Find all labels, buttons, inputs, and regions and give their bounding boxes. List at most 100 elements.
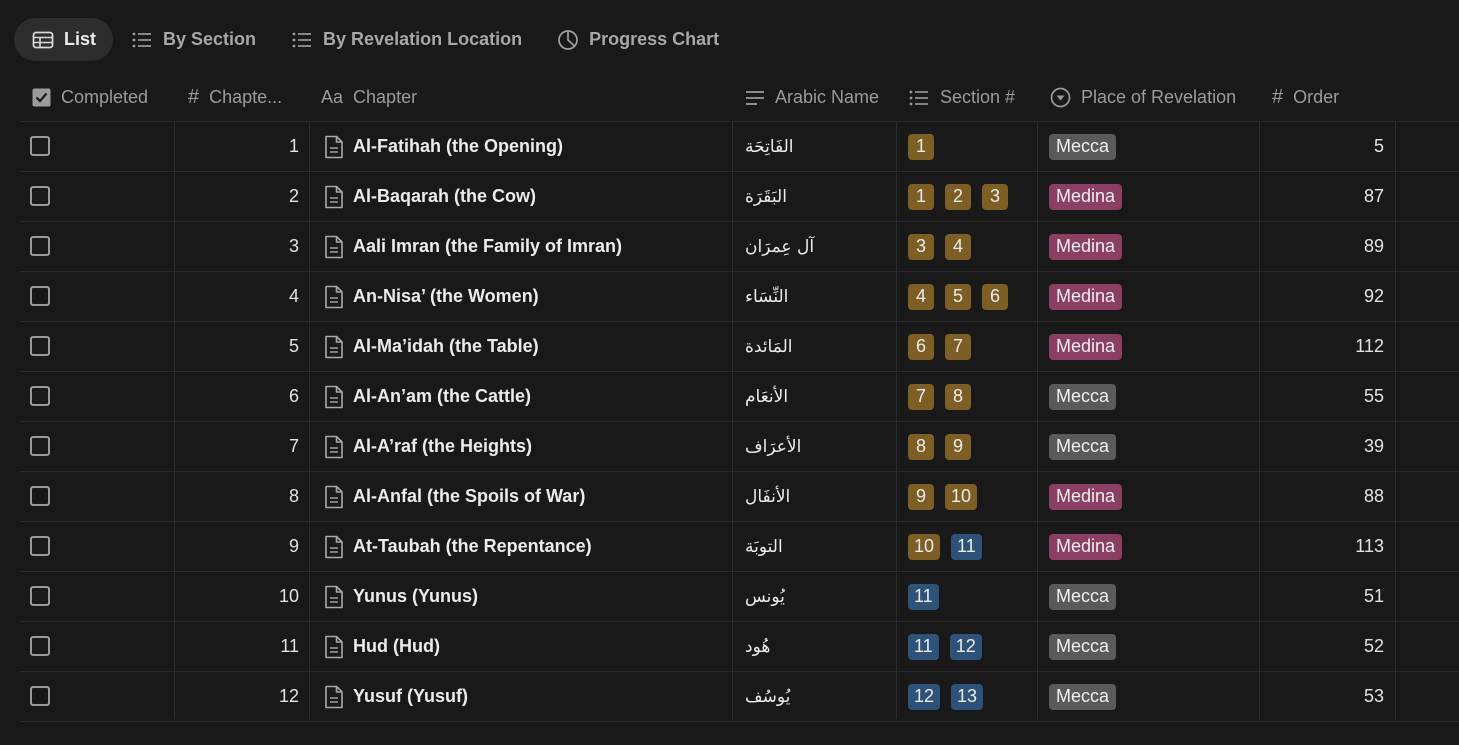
section-cell[interactable]: 12 13 [908, 672, 994, 721]
section-cell[interactable]: 11 [908, 572, 950, 621]
section-tag[interactable]: 1 [908, 183, 934, 210]
place-tag[interactable]: Mecca [1049, 683, 1117, 710]
chapter-title-cell[interactable]: Yunus (Yunus) [324, 572, 478, 621]
chapter-title[interactable]: Yusuf (Yusuf) [353, 686, 469, 706]
chapter-title-cell[interactable]: Al-Ma’idah (the Table) [324, 322, 539, 371]
place-tag[interactable]: Medina [1049, 483, 1123, 510]
section-tag[interactable]: 12 [908, 683, 941, 710]
table-row[interactable]: 3 Aali Imran (the Family of Imran) آل عِمر… [20, 222, 1459, 272]
section-tag[interactable]: 8 [945, 383, 971, 410]
column-header-place-of-revelation[interactable]: Place of Revelation [1050, 74, 1236, 121]
chapter-title-cell[interactable]: Hud (Hud) [324, 622, 440, 671]
completed-checkbox[interactable] [30, 436, 50, 456]
chapter-title-cell[interactable]: At-Taubah (the Repentance) [324, 522, 592, 571]
table-row[interactable]: 6 Al-An’am (the Cattle) الأنعَام 7 8 Mecca 55 [20, 372, 1459, 422]
place-tag[interactable]: Medina [1049, 333, 1123, 360]
section-cell[interactable]: 10 11 [908, 522, 993, 571]
table-row[interactable]: 5 Al-Ma’idah (the Table) المَائدة 6 7 Medina 1… [20, 322, 1459, 372]
section-tag[interactable]: 7 [908, 383, 934, 410]
place-tag[interactable]: Mecca [1049, 633, 1117, 660]
column-header-arabic-name[interactable]: Arabic Name [745, 74, 879, 121]
table-row[interactable]: 1 Al-Fatihah (the Opening) الفَاتِحَة 1 Mecc… [20, 122, 1459, 172]
section-cell[interactable]: 11 12 [908, 622, 993, 671]
place-cell[interactable]: Medina [1049, 522, 1123, 571]
place-tag[interactable]: Mecca [1049, 383, 1117, 410]
section-tag[interactable]: 9 [908, 483, 934, 510]
section-tag[interactable]: 10 [945, 483, 978, 510]
table-row[interactable]: 9 At-Taubah (the Repentance) التوبَة 10 11 Me… [20, 522, 1459, 572]
column-header-order[interactable]: # Order [1272, 74, 1339, 121]
place-cell[interactable]: Mecca [1049, 622, 1117, 671]
chapter-title-cell[interactable]: Al-A’raf (the Heights) [324, 422, 532, 471]
completed-checkbox[interactable] [30, 586, 50, 606]
place-cell[interactable]: Medina [1049, 322, 1123, 371]
tab-by-section[interactable]: By Section [113, 18, 273, 61]
section-tag[interactable]: 9 [945, 433, 971, 460]
column-header-completed[interactable]: Completed [32, 74, 148, 121]
place-cell[interactable]: Mecca [1049, 422, 1117, 471]
place-tag[interactable]: Medina [1049, 283, 1123, 310]
chapter-title[interactable]: At-Taubah (the Repentance) [353, 536, 592, 556]
place-tag[interactable]: Mecca [1049, 583, 1117, 610]
chapter-title[interactable]: Al-Fatihah (the Opening) [353, 136, 563, 156]
table-row[interactable]: 2 Al-Baqarah (the Cow) البَقَرَة 1 2 3 Medina 8… [20, 172, 1459, 222]
place-cell[interactable]: Mecca [1049, 122, 1117, 171]
section-tag[interactable]: 13 [951, 683, 984, 710]
chapter-title-cell[interactable]: Al-Anfal (the Spoils of War) [324, 472, 585, 521]
chapter-title[interactable]: Al-An’am (the Cattle) [353, 386, 532, 406]
chapter-title-cell[interactable]: Al-Fatihah (the Opening) [324, 122, 563, 171]
column-header-chapter[interactable]: Aa Chapter [321, 74, 417, 121]
chapter-title[interactable]: Aali Imran (the Family of Imran) [353, 236, 623, 256]
completed-checkbox[interactable] [30, 286, 50, 306]
section-tag[interactable]: 3 [982, 183, 1008, 210]
place-cell[interactable]: Mecca [1049, 372, 1117, 421]
table-row[interactable]: 11 Hud (Hud) هُود 11 12 Mecca 52 [20, 622, 1459, 672]
completed-checkbox[interactable] [30, 336, 50, 356]
section-tag[interactable]: 6 [982, 283, 1008, 310]
section-tag[interactable]: 4 [908, 283, 934, 310]
section-tag[interactable]: 2 [945, 183, 971, 210]
completed-checkbox[interactable] [30, 186, 50, 206]
section-cell[interactable]: 1 [908, 122, 945, 171]
completed-checkbox[interactable] [30, 236, 50, 256]
table-row[interactable]: 8 Al-Anfal (the Spoils of War) الأنفَال 9 10… [20, 472, 1459, 522]
section-tag[interactable]: 1 [908, 133, 934, 160]
chapter-title[interactable]: Yunus (Yunus) [353, 586, 479, 606]
tab-progress-chart[interactable]: Progress Chart [539, 18, 736, 61]
place-tag[interactable]: Medina [1049, 533, 1123, 560]
chapter-title[interactable]: Al-Ma’idah (the Table) [353, 336, 539, 356]
tab-list[interactable]: List [14, 18, 114, 61]
section-tag[interactable]: 11 [951, 533, 982, 560]
column-header-section[interactable]: Section # [908, 74, 1015, 121]
table-row[interactable]: 4 An-Nisa’ (the Women) النِّسَاء 4 5 6 Medina 9… [20, 272, 1459, 322]
tab-by-revelation-location[interactable]: By Revelation Location [273, 18, 539, 61]
section-tag[interactable]: 5 [945, 283, 971, 310]
chapter-title[interactable]: An-Nisa’ (the Women) [353, 286, 539, 306]
chapter-title-cell[interactable]: An-Nisa’ (the Women) [324, 272, 539, 321]
chapter-title[interactable]: Al-Baqarah (the Cow) [353, 186, 537, 206]
table-row[interactable]: 10 Yunus (Yunus) يُونس 11 Mecca 51 [20, 572, 1459, 622]
completed-checkbox[interactable] [30, 636, 50, 656]
section-tag[interactable]: 8 [908, 433, 934, 460]
chapter-title-cell[interactable]: Al-Baqarah (the Cow) [324, 172, 536, 221]
place-tag[interactable]: Medina [1049, 183, 1123, 210]
completed-checkbox[interactable] [30, 536, 50, 556]
place-cell[interactable]: Medina [1049, 222, 1123, 271]
place-tag[interactable]: Mecca [1049, 133, 1117, 160]
section-tag[interactable]: 7 [945, 333, 971, 360]
place-cell[interactable]: Medina [1049, 472, 1123, 521]
chapter-title-cell[interactable]: Yusuf (Yusuf) [324, 672, 468, 721]
table-row[interactable]: 7 Al-A’raf (the Heights) الأعرَاف 8 9 Mecca 39 [20, 422, 1459, 472]
place-cell[interactable]: Mecca [1049, 572, 1117, 621]
section-tag[interactable]: 3 [908, 233, 934, 260]
chapter-title[interactable]: Al-A’raf (the Heights) [353, 436, 533, 456]
chapter-title[interactable]: Al-Anfal (the Spoils of War) [353, 486, 586, 506]
chapter-title[interactable]: Hud (Hud) [353, 636, 440, 656]
column-header-chapter-number[interactable]: # Chapte... [188, 74, 282, 121]
table-row[interactable]: 12 Yusuf (Yusuf) يُوسُف 12 13 Mecca 53 [20, 672, 1459, 722]
section-tag[interactable]: 10 [908, 533, 941, 560]
